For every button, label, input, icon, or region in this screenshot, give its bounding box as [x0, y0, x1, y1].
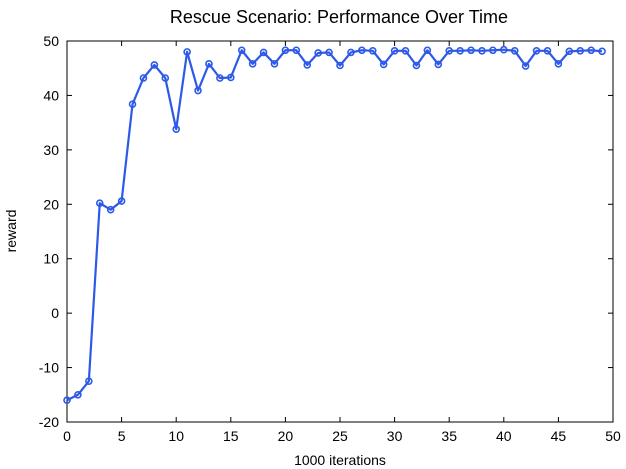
data-point [117, 197, 126, 205]
data-point [270, 60, 279, 68]
data-point [183, 48, 191, 56]
x-tick-label: 15 [223, 428, 239, 444]
data-point [499, 45, 508, 54]
data-point [161, 74, 170, 82]
data-point [401, 46, 410, 55]
chart-title: Rescue Scenario: Performance Over Time [170, 7, 508, 27]
y-tick-label: -10 [39, 360, 59, 376]
data-point [336, 61, 344, 70]
data-point [510, 46, 519, 55]
x-tick-label: 20 [278, 428, 294, 444]
data-point [259, 48, 268, 57]
data-point [227, 73, 235, 82]
data-point [150, 61, 159, 69]
data-point [423, 46, 432, 55]
data-point [95, 199, 104, 207]
y-tick-label: 50 [43, 33, 59, 49]
data-point [576, 46, 585, 55]
data-point [194, 86, 202, 95]
data-point [478, 46, 486, 55]
data-point [532, 46, 541, 55]
data-point [390, 46, 399, 55]
data-point [543, 46, 552, 55]
data-point [554, 60, 563, 68]
x-tick-label: 0 [63, 428, 71, 444]
series-line [66, 48, 603, 402]
y-axis-label: reward [3, 210, 19, 253]
data-point [347, 48, 355, 57]
x-tick-label: 10 [168, 428, 184, 444]
data-point [314, 49, 322, 57]
data-point [489, 46, 497, 55]
y-axis: -20 -10 0 10 20 30 40 50 [39, 33, 613, 430]
plot-area [66, 40, 614, 423]
data-point [63, 396, 71, 405]
y-tick-label: 10 [43, 251, 59, 267]
y-tick-label: 40 [43, 87, 59, 103]
data-point [106, 205, 115, 214]
y-tick-label: 0 [51, 305, 59, 321]
data-point [598, 47, 606, 56]
x-tick-label: 35 [441, 428, 457, 444]
data-point [358, 46, 366, 55]
data-point [85, 377, 93, 385]
data-point [368, 46, 377, 55]
x-axis: 0 5 10 15 20 25 30 35 40 45 50 [63, 41, 621, 444]
data-point [434, 60, 443, 69]
data-point [521, 62, 530, 70]
data-point [281, 46, 290, 55]
data-point [248, 60, 257, 68]
data-point [216, 74, 224, 82]
data-point [587, 46, 595, 55]
data-point [128, 100, 137, 108]
data-point [205, 60, 213, 68]
data-point [303, 61, 312, 69]
data-point [292, 46, 301, 55]
series-group [63, 45, 606, 405]
y-tick-label: 30 [43, 142, 59, 158]
x-tick-label: 25 [332, 428, 348, 444]
data-point [139, 74, 148, 82]
y-tick-label: 20 [43, 196, 59, 212]
y-tick-label: -20 [39, 414, 59, 430]
data-point [74, 390, 82, 399]
x-tick-label: 50 [605, 428, 621, 444]
data-point [456, 46, 464, 55]
plot-frame [66, 40, 614, 423]
x-tick-label: 5 [118, 428, 126, 444]
data-point [325, 48, 333, 57]
x-tick-label: 30 [387, 428, 403, 444]
x-axis-label: 1000 iterations [294, 452, 386, 468]
data-point [172, 125, 180, 133]
data-point [237, 46, 246, 55]
data-point [467, 46, 475, 55]
x-tick-label: 45 [551, 428, 567, 444]
x-tick-label: 40 [496, 428, 512, 444]
data-point [445, 46, 454, 55]
data-point [565, 47, 574, 56]
data-point [412, 61, 421, 70]
data-point [379, 60, 388, 69]
